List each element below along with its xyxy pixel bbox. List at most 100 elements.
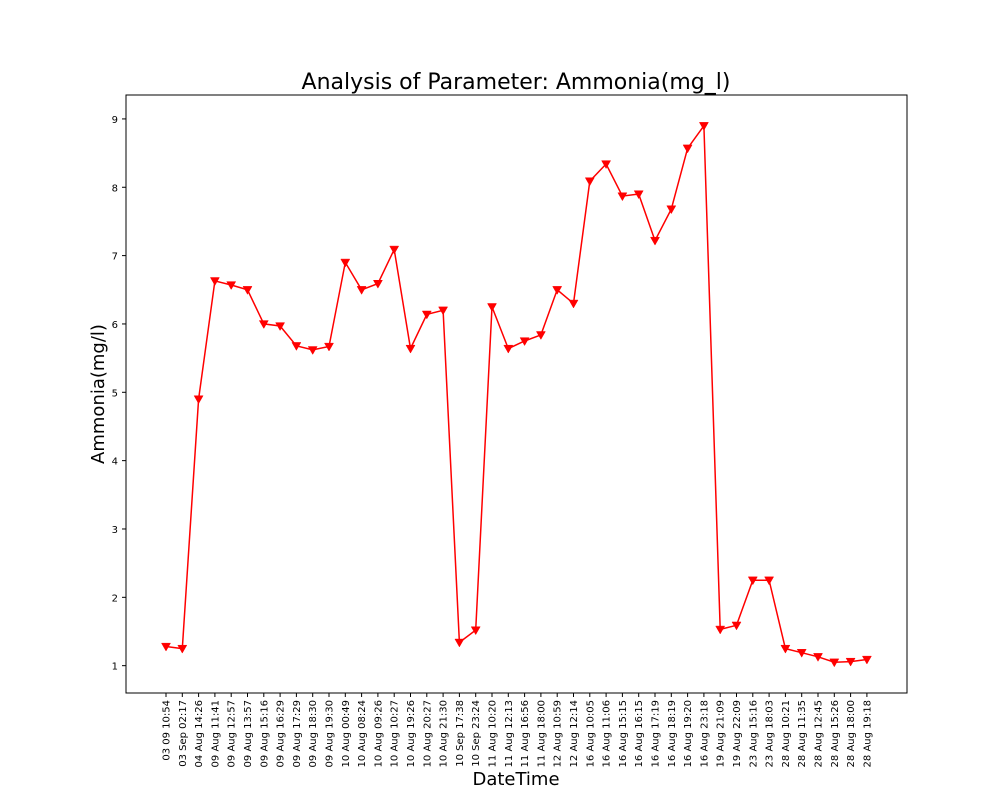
data-point-marker [372,280,383,289]
y-axis-label: Ammonia(mg/l) [88,324,109,464]
x-tick-label: 09 Aug 11:41 [210,700,221,767]
x-tick-label: 28 Aug 11:35 [797,700,808,767]
x-tick-label: 28 Aug 12:45 [814,700,825,767]
data-point-marker [731,621,742,631]
x-tick-label: 16 Aug 10:05 [585,700,596,767]
data-point-marker [617,192,628,202]
x-tick-label: 10 Aug 09:26 [373,700,384,767]
data-point-marker [209,277,220,286]
y-tick-label: 9 [112,115,118,126]
data-point-marker [666,205,677,215]
data-point-marker [601,160,612,170]
x-tick-label: 16 Aug 18:19 [667,700,678,767]
x-tick-label: 09 Aug 15:16 [259,700,270,767]
data-point-marker [747,576,758,586]
x-tick-label: 11 Aug 10:20 [488,700,499,767]
x-tick-label: 28 Aug 18:00 [846,700,857,767]
data-point-marker [275,322,286,332]
data-point-marker [535,331,546,340]
y-tick-label: 1 [112,662,118,673]
x-tick-label: 10 Sep 23:24 [471,700,482,767]
x-tick-label: 10 Aug 21:30 [439,700,450,767]
data-point-marker [356,286,367,295]
y-axis: 1 2 3 4 5 6 7 8 9 [112,115,126,673]
data-point-marker [454,638,465,648]
data-point-marker [780,644,791,654]
data-point-marker [503,344,514,354]
plot-area [125,94,908,694]
x-tick-label: 03 Sep 02:17 [178,700,189,767]
x-tick-label: 10 Sep 17:38 [455,700,466,767]
x-tick-label: 19 Aug 22:09 [732,700,743,767]
data-point-marker [307,346,318,355]
data-point-marker [584,177,595,187]
data-point-marker [226,281,237,290]
x-tick-label: 09 Aug 12:57 [227,700,238,767]
x-tick-label: 16 Aug 17:19 [651,700,662,767]
data-point-marker [405,344,416,354]
x-tick-label: 03 09 10:54 [162,700,173,761]
data-point-marker [242,286,253,295]
x-tick-label: 28 Aug 19:18 [862,700,873,767]
data-point-marker [177,644,188,654]
data-point-marker [324,342,334,352]
data-point-marker [813,653,823,662]
x-tick-label: 16 Aug 19:20 [683,700,694,767]
data-point-marker [764,576,775,586]
x-tick-label: 10 Aug 00:49 [341,700,352,767]
data-point-marker [682,144,693,154]
x-tick-label: 10 Aug 10:27 [390,700,401,767]
x-tick-label: 10 Aug 20:27 [422,700,433,767]
chart-title: Analysis of Parameter: Ammonia(mg_l) [302,70,731,95]
x-tick-label: 11 Aug 12:13 [504,700,515,767]
data-point-marker [291,342,302,351]
data-point-marker [715,625,726,635]
data-point-marker [193,395,204,405]
x-axis: 03 09 10:54 03 Sep 02:17 04 Aug 14:26 09 Au… [162,693,873,767]
y-tick-label: 4 [112,457,118,468]
data-point-marker [421,310,432,320]
data-point-marker [650,236,660,246]
x-tick-label: 10 Aug 08:24 [357,700,368,767]
x-tick-label: 28 Aug 10:21 [781,700,792,767]
x-tick-label: 09 Aug 19:30 [325,700,336,767]
x-tick-label: 12 Aug 10:59 [553,700,564,767]
x-tick-label: 11 Aug 16:56 [520,700,531,767]
y-tick-label: 7 [112,252,118,263]
x-tick-label: 16 Aug 11:06 [602,700,613,767]
data-point-marker [861,655,872,665]
y-tick-label: 5 [112,388,118,399]
data-point-marker [340,258,351,268]
data-point-marker [519,337,530,347]
data-point-marker [552,286,563,295]
x-tick-label: 09 Aug 16:29 [276,700,287,767]
x-tick-label: 09 Aug 18:30 [308,700,319,767]
y-tick-label: 6 [112,320,118,331]
x-tick-label: 16 Aug 23:18 [699,700,710,767]
data-point-marker [161,642,171,652]
data-point-marker [633,190,644,200]
x-tick-label: 16 Aug 15:15 [618,700,629,767]
data-point-marker [568,299,579,309]
data-point-marker [487,303,497,312]
data-point-marker [470,626,481,636]
x-tick-label: 12 Aug 12:14 [569,700,580,767]
series-line [165,123,867,663]
data-point-marker [438,306,449,316]
y-tick-label: 3 [112,525,118,536]
x-tick-label: 09 Aug 17:29 [292,700,303,767]
x-tick-label: 10 Aug 19:26 [406,700,417,767]
y-tick-label: 2 [112,593,118,604]
x-tick-label: 16 Aug 16:15 [634,700,645,767]
data-point-marker [829,658,840,668]
x-tick-label: 11 Aug 18:00 [536,700,547,767]
x-tick-label: 09 Aug 13:57 [243,700,254,767]
x-tick-label: 23 Aug 15:16 [748,700,759,767]
data-point-marker [258,320,269,329]
data-point-marker [845,657,856,667]
data-point-marker [389,245,400,255]
y-tick-label: 8 [112,183,118,194]
data-point-marker [698,122,709,131]
x-tick-label: 23 Aug 18:03 [765,700,776,767]
